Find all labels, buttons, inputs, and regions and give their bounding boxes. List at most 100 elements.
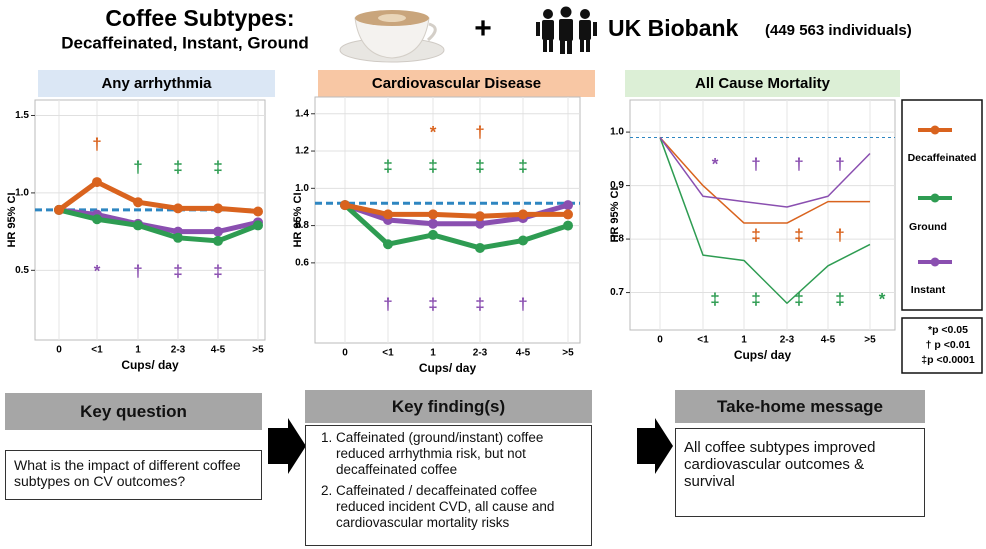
plot-area — [34, 99, 266, 341]
significance-legend-entry: ‡p <0.0001 — [921, 354, 975, 366]
significance-mark: † — [383, 294, 392, 313]
data-point — [518, 235, 528, 246]
data-point — [253, 206, 263, 217]
data-point — [92, 214, 102, 225]
significance-mark: ‡ — [428, 294, 437, 313]
y-axis-label: HR 95% CI — [609, 187, 621, 242]
arrow — [268, 418, 306, 474]
significance-mark: † — [751, 154, 760, 173]
data-point — [428, 218, 438, 229]
legend-label: Instant — [911, 284, 946, 296]
significance-legend-box — [901, 317, 983, 374]
significance-mark: ‡ — [173, 157, 182, 176]
cohort-name: UK Biobank — [608, 15, 739, 41]
legend-swatch-marker — [930, 257, 940, 267]
x-tick-label: 2-3 — [473, 348, 488, 359]
significance-mark: ‡ — [794, 225, 803, 244]
data-point — [173, 203, 183, 214]
chart: Any arrhythmia 0.5 1.0 1.5 HR 95% CI 0 <1 1 2-3 4… — [6, 70, 275, 372]
section-heading: Key question — [5, 393, 262, 430]
significance-mark: † — [835, 225, 844, 244]
series-line — [344, 202, 568, 219]
y-tick-label: 0.9 — [610, 180, 624, 191]
chart: All Cause Mortality 0.7 0.8 0.9 1.0 HR 95% CI… — [609, 70, 900, 362]
significance-mark: † — [133, 261, 142, 280]
chart: Cardiovascular Disease 0.6 0.8 1.0 1.2 1.4 HR … — [292, 70, 595, 375]
finding: Caffeinated (ground/instant) coffee redu… — [336, 430, 585, 479]
series-line — [659, 136, 871, 208]
series-line — [57, 179, 259, 214]
findings-list: Caffeinated (ground/instant) coffee redu… — [306, 430, 585, 531]
significance-legend-entry: *p <0.05 — [928, 324, 968, 336]
series-line — [659, 136, 870, 224]
y-tick-label: 0.8 — [295, 220, 309, 231]
data-point — [428, 229, 438, 240]
data-point — [213, 226, 223, 237]
take-home-box: All coffee subtypes improved cardiovascu… — [675, 428, 925, 517]
data-point — [54, 204, 64, 215]
data-point — [133, 220, 143, 231]
legend-swatch-marker — [930, 125, 940, 135]
significance-mark: † — [518, 294, 527, 313]
data-point — [213, 235, 223, 246]
data-point — [92, 177, 102, 188]
data-point — [518, 209, 528, 220]
y-axis-label: HR 95% CI — [292, 192, 304, 247]
data-point — [563, 209, 573, 220]
people-icon — [536, 6, 597, 54]
data-point — [133, 197, 143, 208]
significance-mark: † — [92, 134, 101, 153]
legend-label: Ground — [909, 221, 947, 233]
x-tick-label: 0 — [342, 348, 348, 359]
y-tick-label: 1.0 — [295, 183, 309, 194]
significance-mark: ‡ — [475, 156, 484, 175]
data-point — [213, 203, 223, 214]
x-tick-label: 4-5 — [516, 348, 531, 359]
finding: Caffeinated / decaffeinated coffee reduc… — [336, 483, 585, 532]
significance-mark: ‡ — [710, 289, 719, 308]
y-tick-label: 0.6 — [295, 258, 309, 269]
legend-box — [901, 99, 983, 311]
y-tick-label: 0.8 — [610, 234, 624, 245]
data-point — [383, 239, 393, 250]
significance-mark: ‡ — [518, 156, 527, 175]
findings-box: Caffeinated (ground/instant) coffee redu… — [305, 425, 592, 546]
x-tick-label: >5 — [864, 335, 876, 346]
significance-mark: † — [835, 154, 844, 173]
y-tick-label: 0.5 — [15, 265, 29, 276]
significance-mark: ‡ — [428, 156, 437, 175]
significance-mark: † — [794, 154, 803, 173]
x-tick-label: 1 — [135, 345, 141, 356]
significance-mark: ‡ — [751, 289, 760, 308]
x-tick-label: 1 — [741, 335, 747, 346]
section-heading: Take-home message — [675, 390, 925, 423]
significance-mark: † — [133, 157, 142, 176]
y-axis-label: HR 95% CI — [6, 192, 18, 247]
x-tick-label: >5 — [562, 348, 574, 359]
chart-header — [318, 70, 595, 97]
significance-mark: ‡ — [475, 294, 484, 313]
significance-legend-entry: † p <0.01 — [926, 339, 971, 351]
arrow — [637, 418, 673, 474]
x-tick-label: >5 — [252, 345, 264, 356]
data-point — [563, 200, 573, 211]
subtitle: Decaffeinated, Instant, Ground — [61, 33, 308, 52]
legend-label: Decaffeinated — [908, 152, 977, 164]
significance-mark: ‡ — [173, 261, 182, 280]
significance-mark: * — [712, 154, 719, 173]
x-axis-label: Cups/ day — [121, 358, 179, 372]
x-tick-label: 0 — [56, 345, 62, 356]
coffee-cup-icon — [339, 10, 445, 63]
data-point — [563, 220, 573, 231]
chart-header — [625, 70, 900, 97]
significance-mark: ‡ — [835, 289, 844, 308]
series-line — [58, 207, 259, 235]
x-tick-label: 0 — [657, 335, 663, 346]
legend-swatch-marker — [930, 193, 940, 203]
y-tick-label: 1.0 — [610, 127, 624, 138]
chart-title: All Cause Mortality — [695, 75, 831, 92]
series-line — [659, 137, 871, 305]
plot-area — [314, 96, 581, 344]
y-tick-label: 1.2 — [295, 146, 309, 157]
